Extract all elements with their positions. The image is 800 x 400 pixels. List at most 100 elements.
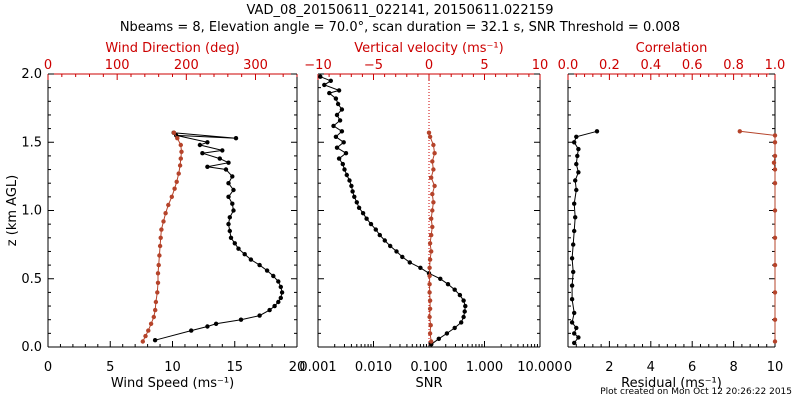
p1-x-axis-label: Wind Speed (ms⁻¹) [111,376,234,391]
p2-series-2-point [431,200,436,205]
p2-series-1-point [452,325,457,331]
p1-top-xtick-label: 300 [243,58,268,73]
p1-xtick-label: 0 [44,360,52,375]
p2-series-1-point [327,90,332,96]
p1-series-2-point [146,328,151,333]
p1-series-2-point [169,194,174,199]
p2-series-1-point [341,140,346,145]
p1-xtick-label: 10 [164,360,181,375]
ytick-label: 1.5 [21,135,42,150]
p2-series-1-point [339,129,345,134]
p1-xtick-label: 5 [106,360,114,375]
p1-series-2-point [171,130,177,135]
p3-series-1-point [569,297,575,302]
p2-series-1-point [339,107,345,112]
p2-series-1-point [373,227,378,232]
p2-series-2-point [429,175,434,180]
p2-series-1-point [459,320,464,325]
p2-series-2-point [430,191,435,197]
p2-series-2-point [432,183,437,189]
p3-series-2-line [739,130,776,342]
p3-series-2-point [772,317,778,322]
p2-series-1-point [354,200,359,205]
p3-series-1-point [572,310,577,316]
p2-series-1-point [377,232,382,238]
p1-series-2-point [177,163,183,168]
p2-series-1-point [337,118,343,123]
p3-top-axis-label: Correlation [636,41,708,56]
p1-series-1-point [279,290,285,295]
p3-series-1-point [574,325,579,331]
p1-series-1-point [238,317,244,322]
p1-series-1-point [205,140,210,145]
p3-series-2-point [772,140,778,145]
p1-series-2-point [153,307,158,313]
p1-series-1-point [226,160,231,165]
p2-series-1-point [334,112,340,118]
p2-series-2-point [427,273,432,279]
p1-series-1-point [232,241,237,246]
p3-series-1-point [572,201,577,206]
p1-series-2-point [157,253,162,258]
p1-series-2-point [143,333,148,339]
p2-series-1-point [336,88,342,93]
p1-xtick-label: 15 [226,360,243,375]
p3-series-1-point [571,242,576,247]
p2-top-xtick-label: 0 [425,58,433,73]
p3-top-xtick-label: 0.4 [640,58,661,73]
p3-series-2-point [772,262,778,268]
p2-series-1-point [418,265,423,270]
p2-xtick-label: 10.000 [517,360,563,375]
p2-series-1-point [347,178,352,183]
p2-series-2-point [430,208,435,213]
p2-series-2-point [427,314,432,320]
p1-series-1-point [197,142,203,148]
p2-top-xtick-label: −10 [304,58,331,73]
p1-series-1-point [213,321,219,326]
p2-series-2-point [427,241,433,246]
p3-xtick-label: 2 [605,360,613,375]
p3-series-2-point [772,208,778,213]
p2-xtick-label: 0.001 [299,360,336,375]
p1-top-axis-label: Wind Direction (deg) [105,41,239,56]
p1-series-2-point [176,171,181,176]
p1-series-1-point [230,201,235,206]
p3-series-1-point [573,178,578,183]
p1-series-1-point [231,187,236,193]
p2-series-1-point [334,145,340,150]
p1-series-1-point [217,156,222,161]
ytick-label: 0.5 [21,272,42,287]
p3-series-1-point [569,283,575,288]
p1-series-1-point [226,221,231,227]
p3-series-1-point [574,161,579,167]
p2-series-1-point [336,156,342,161]
p3-x-axis-label: Residual (ms⁻¹) [621,376,722,391]
ytick-label: 1.0 [21,204,42,219]
p2-series-2-point [427,257,433,262]
p1-series-2-point [155,271,161,276]
p2-series-1-point [457,292,463,298]
p2-top-xtick-label: −5 [364,58,383,73]
p2-series-1-point [350,189,355,194]
p1-series-1-point [227,228,232,234]
p3-xtick-label: 4 [647,360,655,375]
p2-series-1-point [356,205,362,210]
p1-series-2-point [166,202,171,208]
p3-series-1-point [574,187,579,193]
p1-series-1-point [248,257,254,262]
p1-series-2-point [155,280,161,285]
p2-xtick-label: 0.010 [355,360,392,375]
p2-series-2-point [427,282,432,287]
p1-series-2-point [153,299,159,305]
p2-series-1-point [343,151,349,156]
p1-series-2-point [148,321,154,326]
p2-series-1-point [335,101,341,107]
p1-series-2-point [156,262,161,268]
p3-series-2-point [772,153,778,159]
ytick-label: 0.0 [21,340,42,355]
p1-series-2-point [159,227,164,232]
p1-series-1-point [276,279,281,284]
p2-xtick-label: 0.100 [410,360,447,375]
p3-top-xtick-label: 0.6 [682,58,703,73]
p2-top-xtick-label: 10 [532,58,549,73]
